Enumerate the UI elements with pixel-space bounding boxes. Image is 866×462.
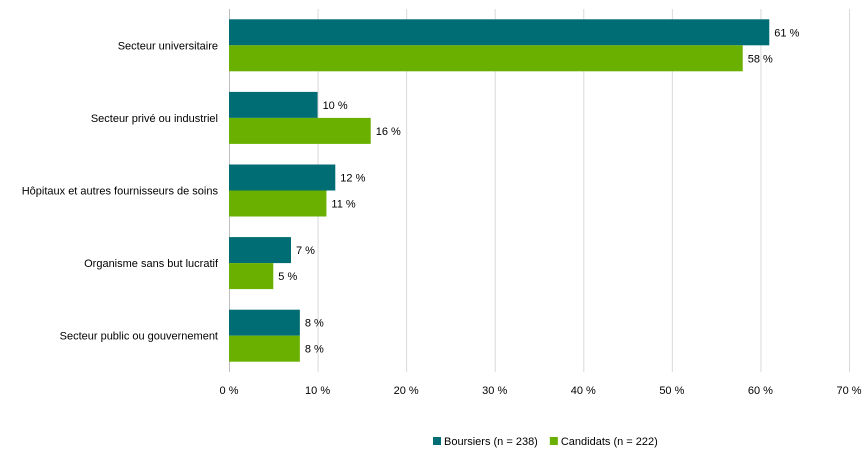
bar (229, 164, 336, 191)
legend-label: Candidats (n = 222) (561, 436, 658, 448)
category-labels: Secteur universitaire Secteur privé ou in… (22, 40, 219, 342)
data-label: 61 % (774, 27, 799, 39)
legend-item: Boursiers (n = 238) (433, 436, 538, 448)
category-label: Organisme sans but lucratif (84, 258, 219, 270)
legend-label: Boursiers (n = 238) (444, 436, 538, 448)
bars (229, 19, 770, 362)
category-label: Hôpitaux et autres fournisseurs de soins (22, 186, 219, 198)
legend: Boursiers (n = 238) Candidats (n = 222) (433, 436, 658, 448)
bar (229, 91, 318, 118)
category-label: Secteur privé ou industriel (91, 113, 218, 125)
data-label: 16 % (376, 126, 401, 138)
legend-swatch (549, 437, 558, 445)
category-label: Secteur universitaire (118, 40, 218, 52)
legend-swatch (433, 437, 441, 445)
bar (229, 237, 291, 264)
bar (229, 309, 300, 336)
x-tick-label: 0 % (220, 385, 239, 397)
data-labels: 61 % 58 % 10 % 16 % 12 % 11 % 7 % 5 % 8 % 8 % (278, 27, 799, 355)
x-tick-label: 30 % (482, 385, 507, 397)
bar (229, 335, 300, 362)
x-tick-label: 40 % (571, 385, 596, 397)
data-label: 10 % (323, 100, 348, 112)
data-label: 12 % (340, 173, 365, 185)
bar (229, 190, 327, 217)
data-label: 8 % (305, 344, 324, 356)
category-label: Secteur public ou gouvernement (60, 331, 218, 343)
bar (229, 45, 743, 72)
data-label: 11 % (331, 199, 355, 211)
data-label: 5 % (278, 271, 297, 283)
bar (229, 263, 274, 290)
bar (229, 117, 371, 144)
data-label: 8 % (305, 318, 324, 330)
bar (229, 19, 770, 46)
data-label: 7 % (296, 245, 315, 257)
legend-item: Candidats (n = 222) (549, 436, 658, 448)
x-tick-label: 10 % (305, 385, 330, 397)
data-label: 58 % (748, 53, 773, 65)
x-axis-tick-labels: 0 % 10 % 20 % 30 % 40 % 50 % 60 % 70 % (220, 385, 862, 397)
x-tick-label: 50 % (659, 385, 684, 397)
x-tick-label: 60 % (748, 385, 773, 397)
x-tick-label: 20 % (394, 385, 419, 397)
x-tick-label: 70 % (836, 385, 861, 397)
